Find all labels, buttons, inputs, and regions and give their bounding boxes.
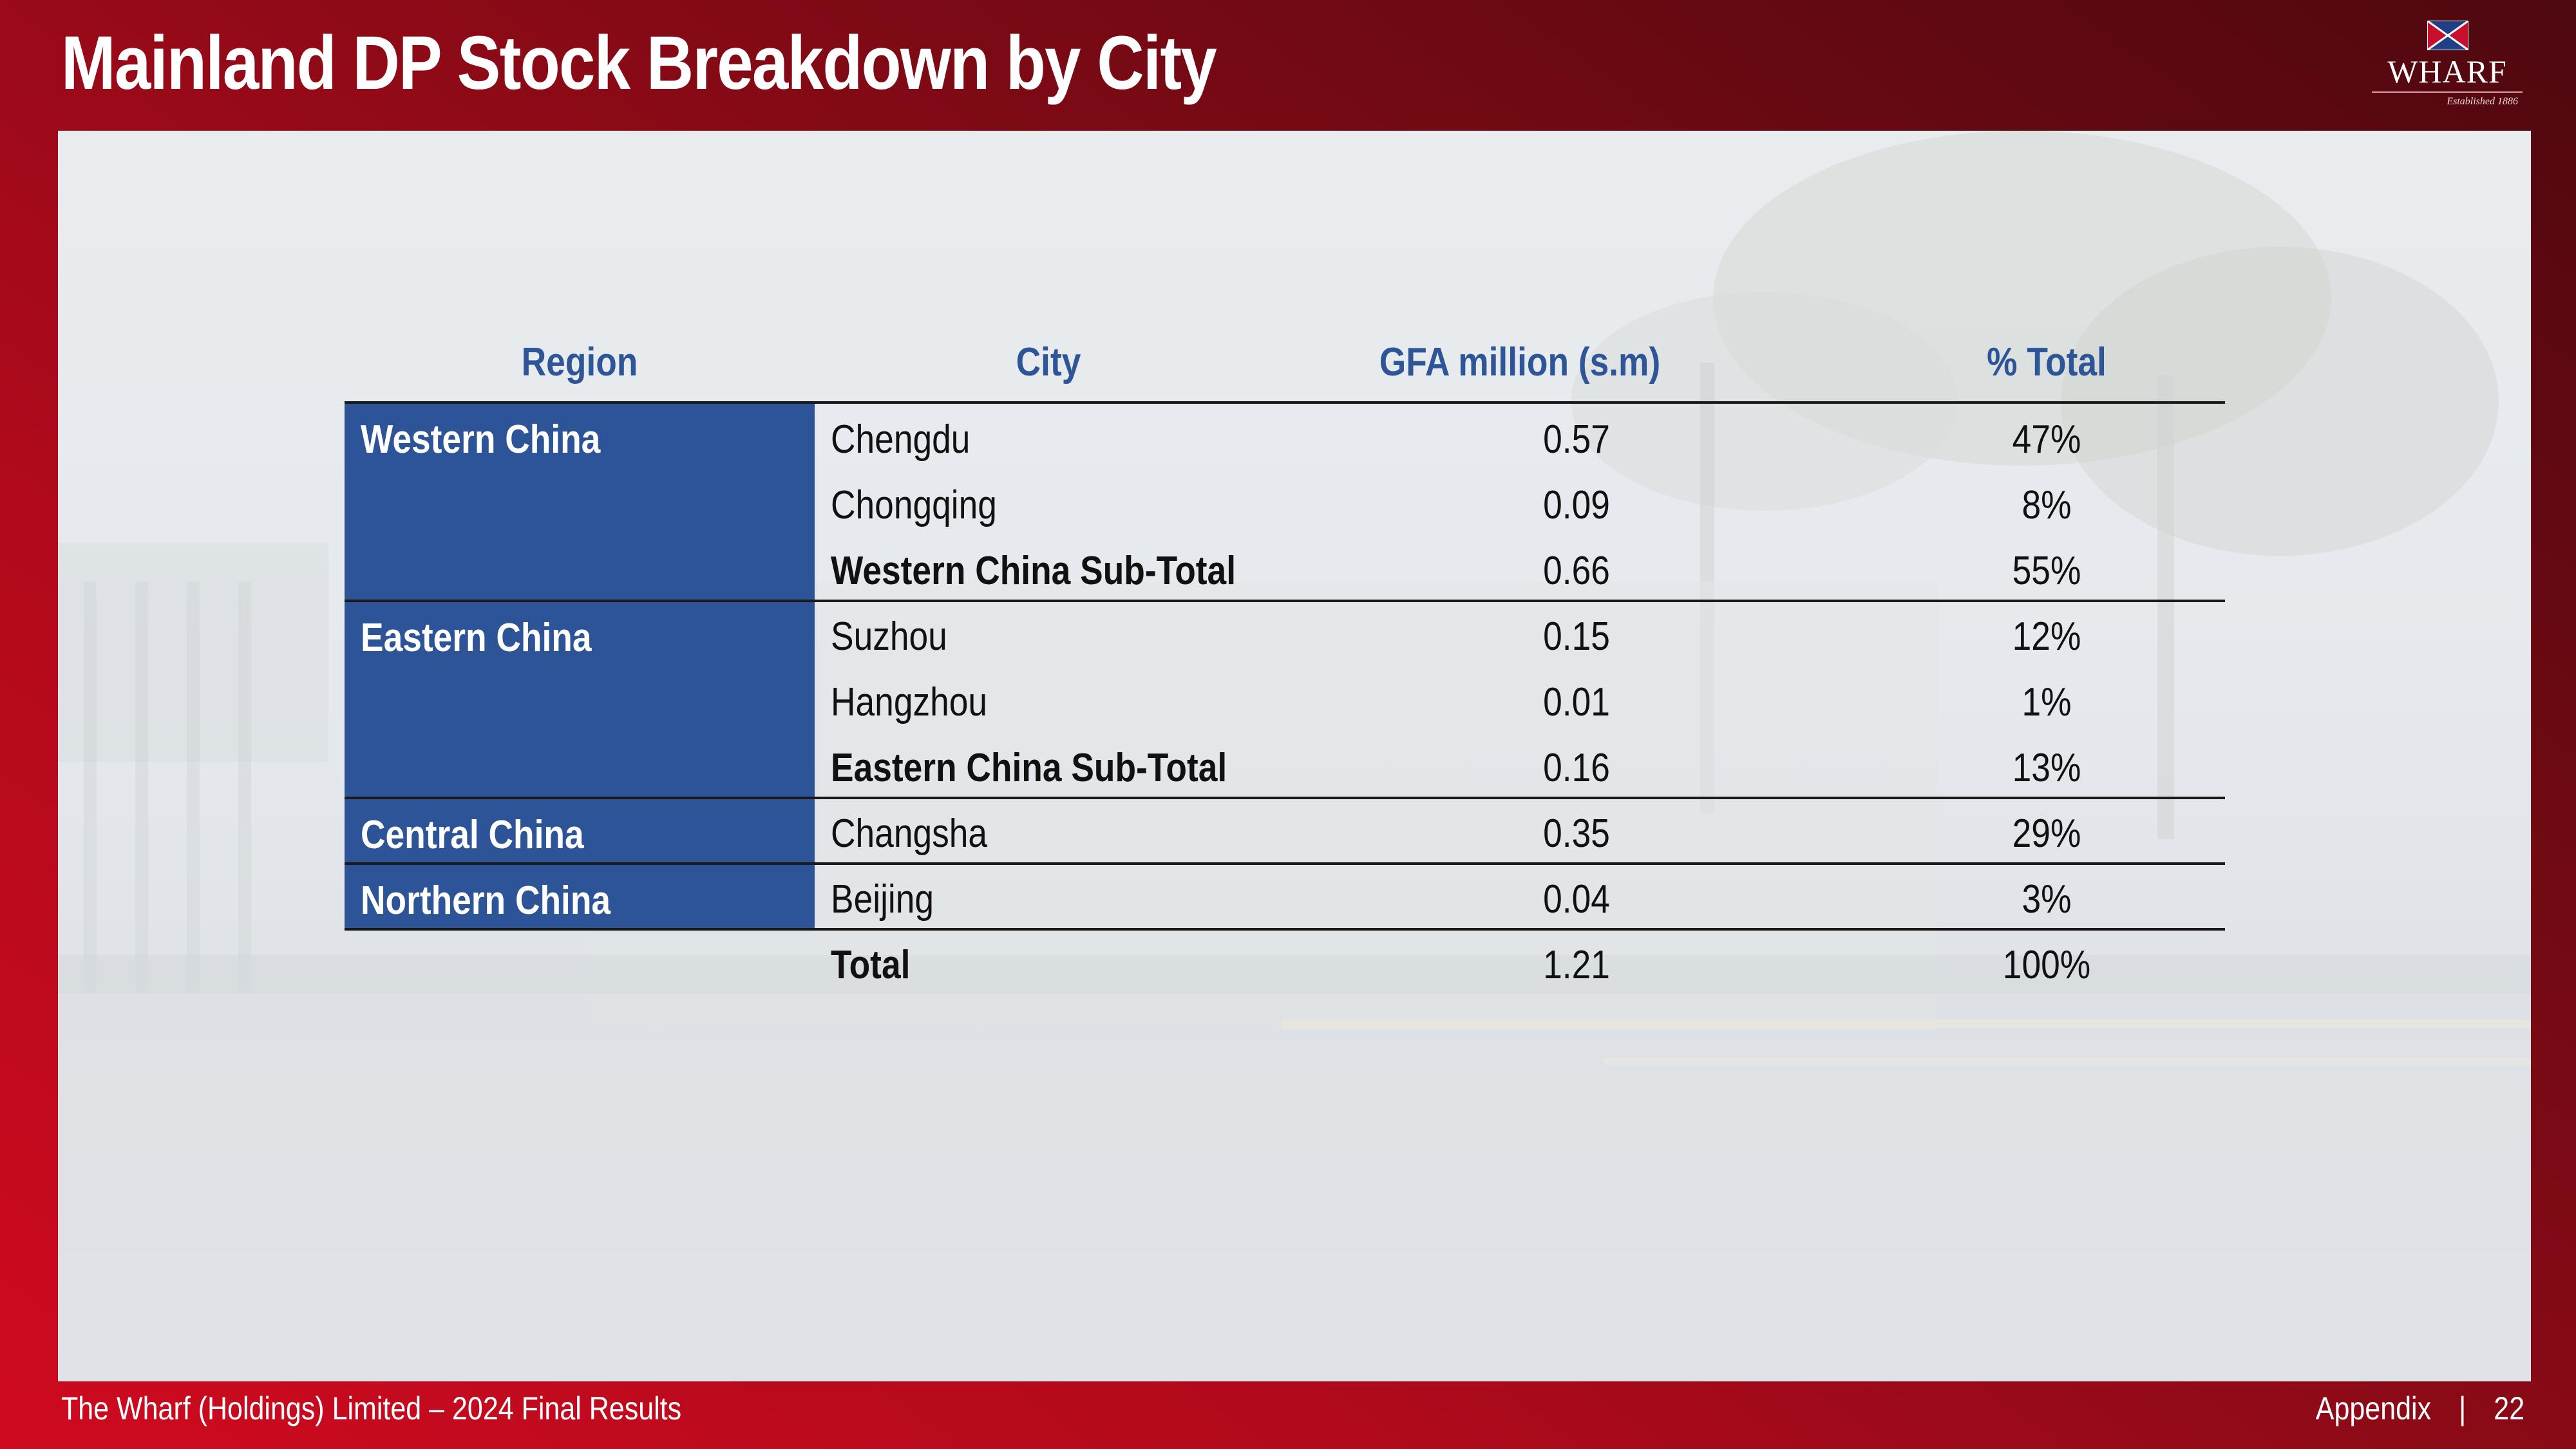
header-percent-total: % Total (1987, 340, 2107, 384)
percent-cell: 13% (2012, 746, 2081, 790)
region-label: Western China (361, 417, 601, 462)
percent-cell: 3% (2022, 877, 2072, 922)
gfa-cell: 0.15 (1543, 614, 1610, 659)
content-panel: Region City GFA million (s.m) % Total We… (58, 131, 2531, 1381)
logo-name: WHARF (2387, 53, 2507, 90)
region-label: Central China (361, 813, 584, 857)
flag-icon (2427, 21, 2468, 50)
footer-company: The Wharf (Holdings) Limited – 2024 Fina… (61, 1390, 682, 1426)
total-label: Total (831, 943, 911, 987)
page-number: 22 (2494, 1390, 2524, 1426)
header-region: Region (521, 340, 638, 384)
header-city: City (1016, 340, 1081, 384)
percent-cell: 1% (2022, 680, 2072, 724)
gfa-cell: 0.35 (1543, 811, 1610, 856)
percent-cell: 55% (2012, 549, 2081, 593)
region-cell: Northern China (345, 865, 815, 929)
percent-cell: 47% (2012, 417, 2081, 462)
table-rule (345, 401, 2225, 404)
table-rule (345, 797, 2225, 799)
wharf-logo: WHARF Established 1886 (2367, 21, 2528, 114)
city-cell: Suzhou (831, 614, 947, 659)
table-rule (345, 862, 2225, 865)
subtotal-label: Western China Sub-Total (831, 549, 1236, 593)
percent-cell: 8% (2022, 483, 2072, 527)
slide-title: Mainland DP Stock Breakdown by City (61, 21, 1217, 106)
subtotal-label: Eastern China Sub-Total (831, 746, 1227, 790)
city-cell: Beijing (831, 877, 934, 922)
percent-cell: 29% (2012, 811, 2081, 856)
gfa-breakdown-table: Region City GFA million (s.m) % Total We… (345, 339, 2225, 1135)
region-cell: Western China (345, 404, 815, 601)
table-rule (345, 928, 2225, 931)
footer-section: Appendix (2315, 1390, 2431, 1426)
city-cell: Changsha (831, 811, 988, 856)
table-rule (345, 600, 2225, 602)
gfa-cell: 1.21 (1543, 943, 1610, 987)
percent-cell: 12% (2012, 614, 2081, 659)
gfa-cell: 0.04 (1543, 877, 1610, 922)
region-cell: Central China (345, 799, 815, 864)
header-gfa: GFA million (s.m) (1379, 340, 1661, 384)
city-cell: Chengdu (831, 417, 971, 462)
logo-divider (2372, 91, 2523, 93)
footer-right: Appendix | 22 (2316, 1390, 2524, 1427)
percent-cell: 100% (2002, 943, 2091, 987)
region-label: Eastern China (361, 616, 592, 660)
gfa-cell: 0.66 (1543, 549, 1610, 593)
gfa-cell: 0.01 (1543, 680, 1610, 724)
city-cell: Chongqing (831, 483, 997, 527)
region-label: Northern China (361, 878, 611, 923)
gfa-cell: 0.16 (1543, 746, 1610, 790)
region-cell: Eastern China (345, 602, 815, 798)
footer-separator: | (2458, 1390, 2467, 1426)
logo-tagline: Established 1886 (2447, 96, 2518, 107)
city-cell: Hangzhou (831, 680, 988, 724)
gfa-cell: 0.09 (1543, 483, 1610, 527)
gfa-cell: 0.57 (1543, 417, 1610, 462)
